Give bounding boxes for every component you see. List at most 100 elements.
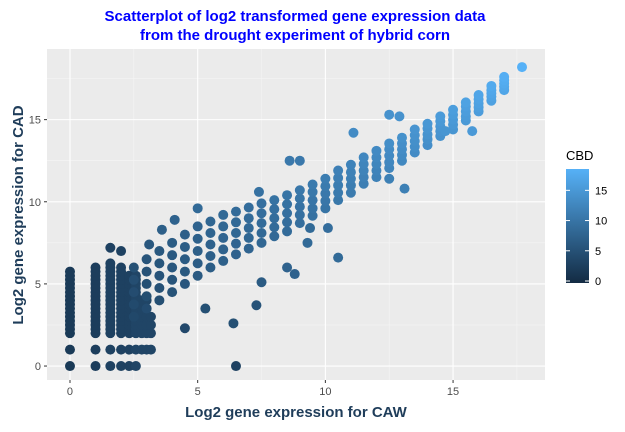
data-point bbox=[192, 270, 203, 281]
legend-title: CBD bbox=[566, 148, 593, 163]
gridlines bbox=[47, 49, 545, 380]
data-point bbox=[218, 209, 229, 220]
data-point bbox=[145, 344, 156, 355]
data-point bbox=[230, 361, 241, 372]
chart-title-line2: from the drought experiment of hybrid co… bbox=[140, 27, 450, 44]
data-point bbox=[116, 246, 127, 257]
data-point bbox=[282, 199, 293, 210]
data-point bbox=[64, 344, 75, 355]
data-point bbox=[64, 266, 75, 277]
data-point bbox=[218, 232, 229, 243]
legend-tick-label: 0 bbox=[595, 276, 601, 288]
data-point bbox=[90, 361, 101, 372]
data-point bbox=[243, 232, 254, 243]
y-tick-label: 10 bbox=[29, 197, 41, 209]
chart-title-line1: Scatterplot of log2 transformed gene exp… bbox=[105, 8, 487, 25]
x-tick-label: 15 bbox=[447, 386, 459, 398]
data-point bbox=[90, 344, 101, 355]
data-point bbox=[116, 344, 127, 355]
data-point bbox=[282, 208, 293, 219]
data-point bbox=[205, 262, 216, 273]
data-point bbox=[384, 138, 395, 149]
data-point bbox=[307, 203, 318, 214]
data-point bbox=[282, 226, 293, 237]
data-point bbox=[243, 213, 254, 224]
x-tick-label: 10 bbox=[319, 386, 331, 398]
data-point bbox=[307, 179, 318, 190]
data-point bbox=[156, 224, 167, 235]
data-point bbox=[307, 210, 318, 221]
data-point bbox=[435, 111, 446, 122]
data-point bbox=[205, 216, 216, 227]
data-point bbox=[282, 217, 293, 228]
data-point bbox=[141, 266, 152, 277]
data-point bbox=[269, 222, 280, 233]
data-point bbox=[105, 242, 116, 253]
x-tick-label: 5 bbox=[195, 386, 201, 398]
data-point bbox=[371, 145, 382, 156]
data-point bbox=[192, 246, 203, 257]
y-axis-ticks: 0 5 10 15 bbox=[29, 115, 47, 373]
data-point bbox=[289, 269, 300, 280]
data-point bbox=[179, 254, 190, 265]
data-point bbox=[269, 195, 280, 206]
data-point bbox=[128, 262, 139, 273]
data-point bbox=[192, 203, 203, 214]
data-point bbox=[145, 319, 156, 330]
data-point bbox=[448, 104, 459, 115]
data-point bbox=[302, 237, 313, 248]
data-point bbox=[179, 323, 190, 334]
data-point bbox=[167, 262, 178, 273]
data-point bbox=[384, 109, 395, 120]
y-tick-label: 0 bbox=[35, 361, 41, 373]
data-point bbox=[269, 204, 280, 215]
y-tick-label: 15 bbox=[29, 115, 41, 127]
data-point bbox=[167, 287, 178, 298]
data-point bbox=[294, 218, 305, 229]
data-point bbox=[243, 223, 254, 234]
data-point bbox=[205, 227, 216, 238]
data-point bbox=[179, 229, 190, 240]
data-point bbox=[167, 274, 178, 285]
data-point bbox=[154, 283, 165, 294]
legend-tick-label: 15 bbox=[595, 185, 607, 197]
data-point bbox=[460, 97, 471, 108]
data-point bbox=[179, 278, 190, 289]
data-point bbox=[218, 244, 229, 255]
data-point bbox=[141, 303, 152, 314]
data-point bbox=[64, 361, 75, 372]
data-point bbox=[230, 227, 241, 238]
data-point bbox=[205, 250, 216, 261]
data-point bbox=[192, 258, 203, 269]
data-point bbox=[322, 223, 333, 234]
data-point bbox=[396, 132, 407, 143]
x-axis-ticks: 0 5 10 15 bbox=[67, 380, 459, 398]
data-point bbox=[130, 361, 141, 372]
data-point bbox=[154, 246, 165, 257]
legend-ticks: 0 5 10 15 bbox=[566, 185, 607, 288]
data-point bbox=[154, 295, 165, 306]
data-point bbox=[253, 186, 264, 197]
data-point bbox=[305, 223, 316, 234]
data-point bbox=[128, 274, 139, 285]
data-point bbox=[399, 183, 410, 194]
data-point bbox=[294, 201, 305, 212]
legend-tick-label: 5 bbox=[595, 246, 601, 258]
data-point bbox=[284, 155, 295, 166]
data-point bbox=[384, 173, 395, 184]
data-point bbox=[345, 187, 356, 198]
data-point bbox=[333, 252, 344, 263]
data-point bbox=[320, 188, 331, 199]
data-point bbox=[192, 221, 203, 232]
data-point bbox=[394, 111, 405, 122]
data-point bbox=[320, 195, 331, 206]
x-axis-title: Log2 gene expression for CAW bbox=[185, 404, 408, 421]
data-point bbox=[307, 195, 318, 206]
data-point bbox=[154, 258, 165, 269]
data-point bbox=[320, 181, 331, 192]
data-point bbox=[422, 118, 433, 129]
data-point bbox=[228, 318, 239, 329]
data-point bbox=[294, 193, 305, 204]
data-point bbox=[141, 278, 152, 289]
